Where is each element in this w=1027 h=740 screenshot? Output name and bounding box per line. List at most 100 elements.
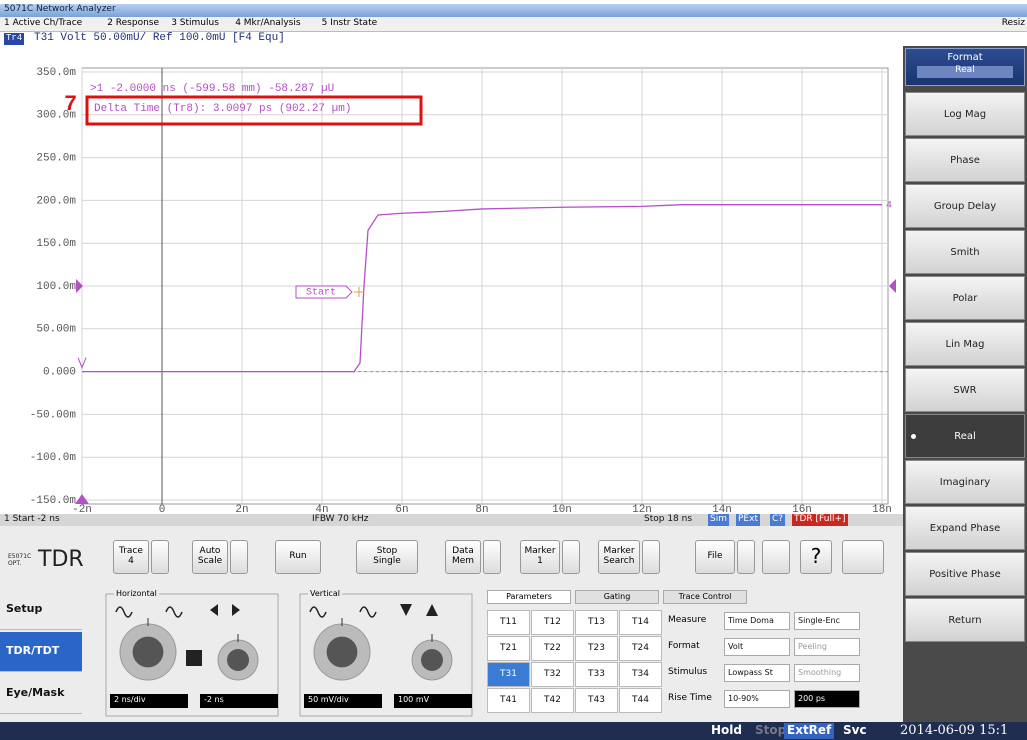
softkey-button[interactable]: Expand Phase bbox=[905, 506, 1025, 550]
param-cell[interactable]: T32 bbox=[531, 662, 574, 687]
group-title: Vertical bbox=[308, 589, 342, 599]
toolbar-button[interactable]: Marker 1 bbox=[520, 540, 560, 574]
param-cell[interactable]: T44 bbox=[619, 688, 662, 713]
param-cell[interactable]: T11 bbox=[487, 610, 530, 635]
setting-field[interactable]: Time Doma bbox=[724, 612, 790, 630]
param-tab[interactable]: Gating bbox=[575, 590, 659, 604]
setting-field[interactable]: Smoothing bbox=[794, 664, 860, 682]
param-tab[interactable]: Trace Control bbox=[663, 590, 747, 604]
setting-field[interactable]: 200 ps bbox=[794, 690, 860, 708]
softkey-button[interactable]: Positive Phase bbox=[905, 552, 1025, 596]
menu-bar: 1 Active Ch/Trace 2 Response 3 Stimulus 4 M… bbox=[0, 17, 1027, 32]
softkey-button[interactable]: Phase bbox=[905, 138, 1025, 182]
value-field[interactable]: 100 mV bbox=[394, 694, 472, 708]
param-cell[interactable]: T13 bbox=[575, 610, 618, 635]
setting-field[interactable]: Volt bbox=[724, 638, 790, 656]
x-tick-label: 4n bbox=[315, 504, 328, 514]
y-tick-label: -150.0m bbox=[30, 495, 77, 507]
side-tab[interactable]: TDR/TDT bbox=[0, 632, 82, 672]
softkey-button[interactable]: Return bbox=[905, 598, 1025, 642]
softkey-button[interactable]: Group Delay bbox=[905, 184, 1025, 228]
x-tick-label: 14n bbox=[712, 504, 732, 514]
dropdown-button[interactable] bbox=[562, 540, 580, 574]
trace-badge: Tr4 bbox=[4, 33, 25, 45]
group-box bbox=[105, 593, 279, 717]
param-cell[interactable]: T43 bbox=[575, 688, 618, 713]
setting-field[interactable]: Lowpass St bbox=[724, 664, 790, 682]
value-field[interactable]: -2 ns bbox=[200, 694, 278, 708]
toolbar-button[interactable]: Data Mem bbox=[445, 540, 481, 574]
softkey-button[interactable]: Log Mag bbox=[905, 92, 1025, 136]
value-field[interactable]: 50 mV/div bbox=[304, 694, 382, 708]
knob-center bbox=[421, 649, 443, 671]
param-cell[interactable]: T31 bbox=[487, 662, 530, 687]
logo-small: E5071C OPT. bbox=[8, 553, 32, 567]
side-tab[interactable]: Setup bbox=[0, 590, 82, 630]
softkey-button[interactable]: Polar bbox=[905, 276, 1025, 320]
setting-label: Stimulus bbox=[668, 667, 708, 677]
param-cell[interactable]: T23 bbox=[575, 636, 618, 661]
marker-arrow bbox=[75, 494, 89, 504]
x-tick-label: 16n bbox=[792, 504, 812, 514]
x-tick-label: 2n bbox=[235, 504, 248, 514]
menu-item[interactable]: 4 Mkr/Analysis bbox=[235, 18, 301, 28]
softkey-button[interactable]: Lin Mag bbox=[905, 322, 1025, 366]
param-cell[interactable]: T12 bbox=[531, 610, 574, 635]
menu-item[interactable]: 1 Active Ch/Trace bbox=[4, 18, 83, 28]
group-box bbox=[299, 593, 473, 717]
wave-icon bbox=[115, 606, 183, 618]
setting-field[interactable]: 10-90% bbox=[724, 690, 790, 708]
toolbar-button[interactable]: Auto Scale bbox=[192, 540, 228, 574]
y-tick-label: 0.000 bbox=[43, 367, 76, 379]
trace-header-text: T31 Volt 50.00mU/ Ref 100.0mU [F4 Equ] bbox=[34, 32, 285, 44]
param-cell[interactable]: T21 bbox=[487, 636, 530, 661]
marker-readout: >1 -2.0000 ns (-599.58 mm) -58.287 µU bbox=[90, 83, 334, 95]
setting-label: Rise Time bbox=[668, 693, 712, 703]
param-cell[interactable]: T41 bbox=[487, 688, 530, 713]
footer-flag: TDR [Full+] bbox=[792, 514, 848, 526]
param-cell[interactable]: T14 bbox=[619, 610, 662, 635]
param-cell[interactable]: T34 bbox=[619, 662, 662, 687]
dropdown-button[interactable] bbox=[737, 540, 755, 574]
menu-item[interactable]: 3 Stimulus bbox=[171, 18, 219, 28]
param-cell[interactable]: T42 bbox=[531, 688, 574, 713]
zero-arrow bbox=[77, 357, 87, 369]
side-tab[interactable]: Eye/Mask bbox=[0, 674, 82, 714]
menu-item[interactable]: 2 Response bbox=[107, 18, 159, 28]
x-tick-label: 8n bbox=[475, 504, 488, 514]
close-button[interactable] bbox=[842, 540, 884, 574]
setting-field[interactable]: Peeling bbox=[794, 638, 860, 656]
status-item: Stop bbox=[755, 723, 787, 737]
dropdown-button[interactable] bbox=[642, 540, 660, 574]
footer-start: 1 Start -2 ns bbox=[4, 514, 60, 524]
menu-item[interactable]: Resiz bbox=[1001, 18, 1025, 28]
y-tick-label: 100.0m bbox=[36, 281, 76, 293]
toolbar-button[interactable]: Run bbox=[275, 540, 321, 574]
param-cell[interactable]: T33 bbox=[575, 662, 618, 687]
dropdown-button[interactable] bbox=[230, 540, 248, 574]
param-cell[interactable]: T22 bbox=[531, 636, 574, 661]
updown-button[interactable] bbox=[762, 540, 790, 574]
dropdown-button[interactable] bbox=[151, 540, 169, 574]
softkey-button[interactable]: Smith bbox=[905, 230, 1025, 274]
param-cell[interactable]: T24 bbox=[619, 636, 662, 661]
dropdown-button[interactable] bbox=[483, 540, 501, 574]
knob-center bbox=[132, 636, 164, 668]
marker-cross bbox=[354, 287, 364, 297]
toolbar-button[interactable]: Trace 4 bbox=[113, 540, 149, 574]
setting-field[interactable]: Single-Enc bbox=[794, 612, 860, 630]
toolbar-button[interactable]: File bbox=[695, 540, 735, 574]
toolbar-button[interactable]: Marker Search bbox=[598, 540, 640, 574]
help-button[interactable]: ? bbox=[800, 540, 832, 574]
softkey-button[interactable]: SWR bbox=[905, 368, 1025, 412]
value-field[interactable]: 2 ns/div bbox=[110, 694, 188, 708]
knob-center bbox=[326, 636, 358, 668]
menu-item[interactable]: 5 Instr State bbox=[321, 18, 378, 28]
param-tab[interactable]: Parameters bbox=[487, 590, 571, 604]
trace-line bbox=[82, 204, 882, 373]
toolbar-button[interactable]: Stop Single bbox=[356, 540, 418, 574]
softkey-button[interactable]: Real bbox=[905, 414, 1025, 458]
softkey-button[interactable]: Imaginary bbox=[905, 460, 1025, 504]
y-tick-label: 200.0m bbox=[36, 195, 76, 207]
wave-icon bbox=[309, 606, 377, 618]
